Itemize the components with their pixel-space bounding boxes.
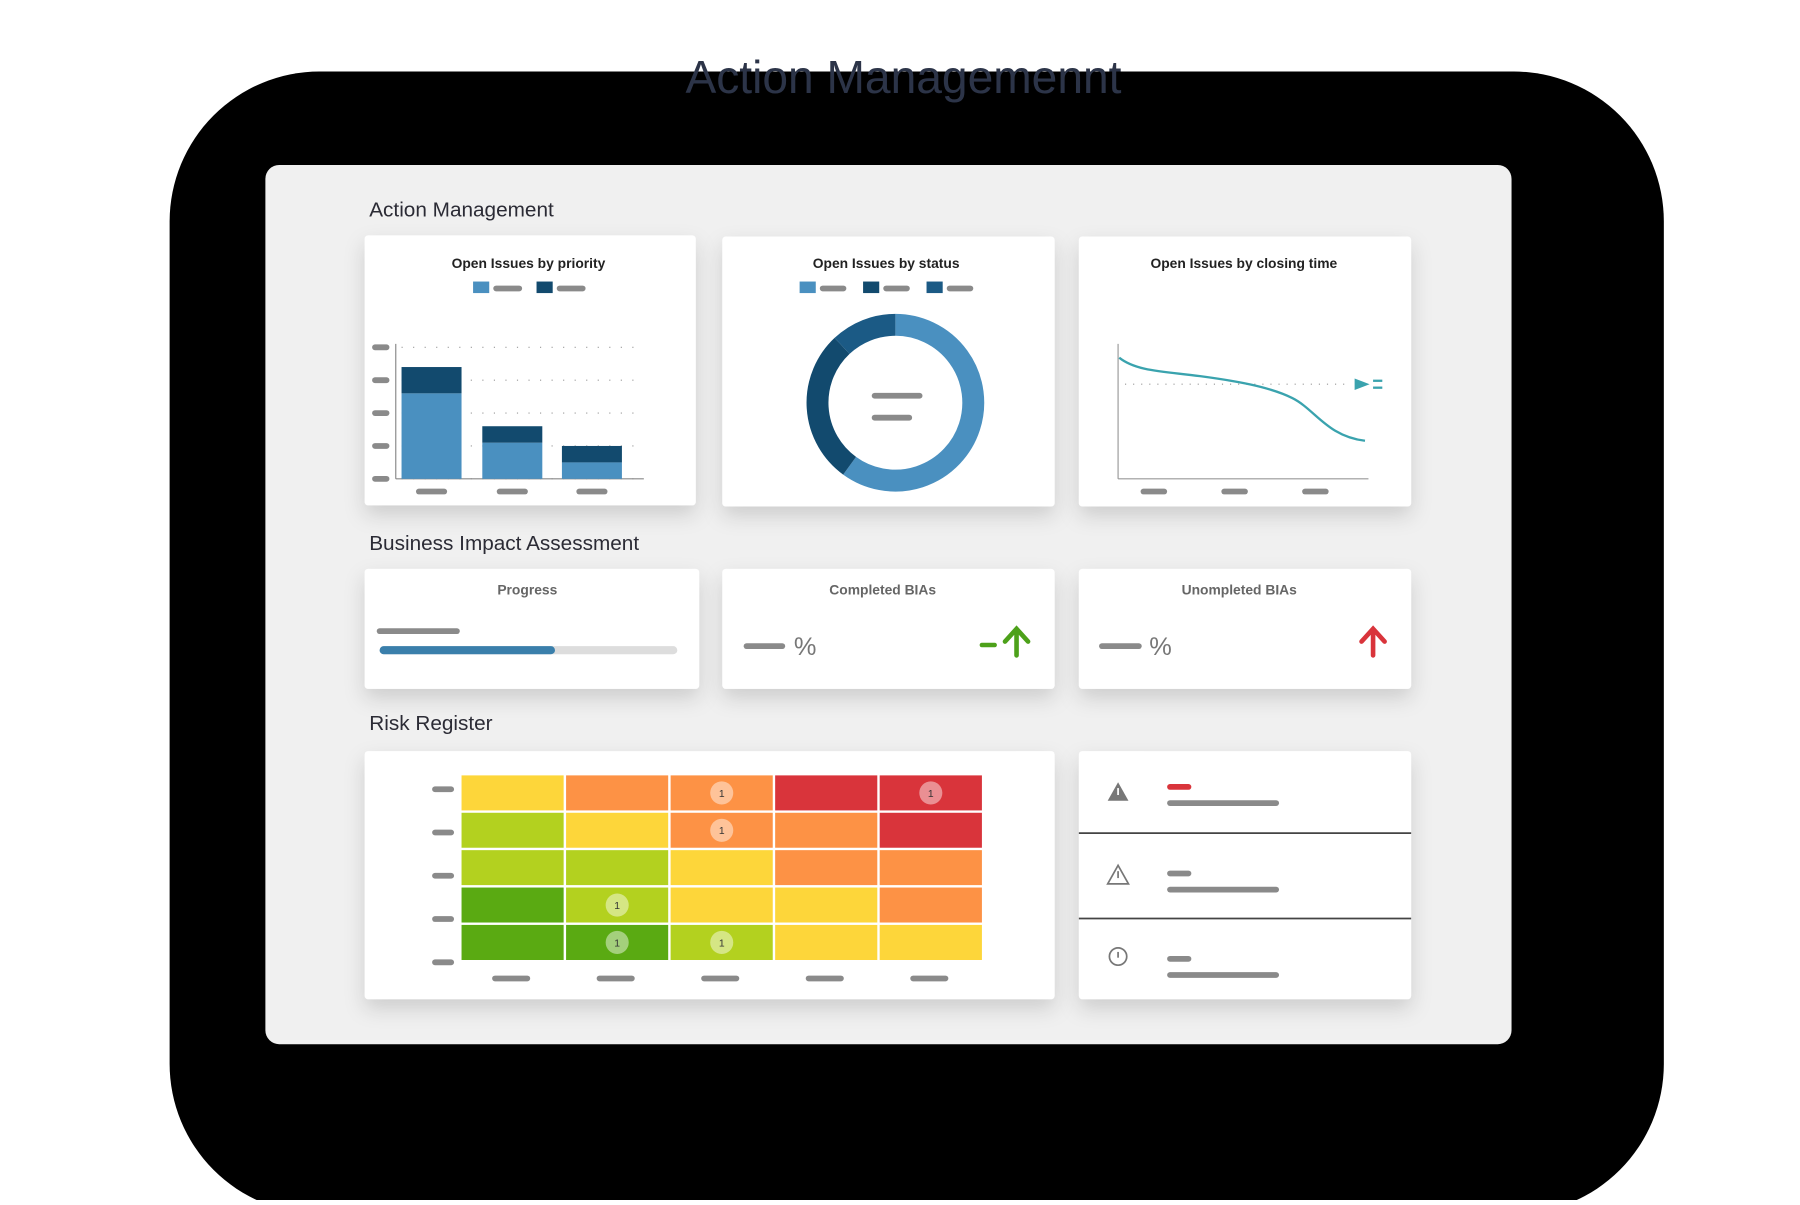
unit: % [794, 633, 817, 661]
heat-cell [877, 847, 985, 888]
card [722, 568, 1055, 689]
count-badge [605, 893, 629, 917]
heat-cell [459, 885, 567, 925]
heat-cell [668, 922, 776, 963]
card [1078, 751, 1412, 1000]
heat-cell [772, 922, 880, 963]
count-label: 1 [614, 901, 620, 912]
heat-cell [459, 922, 567, 963]
count-label: 1 [928, 789, 934, 800]
heat-cell [877, 810, 985, 851]
heat-cell [772, 847, 880, 888]
section-title: Business Impact Assessment [369, 532, 639, 555]
page-title: Action Managemennt [685, 51, 1121, 103]
card-title: Unompleted BIAs [1182, 581, 1298, 597]
heat-cell [877, 885, 985, 925]
legend-swatch [536, 281, 553, 294]
heat-cell [772, 773, 880, 813]
heat-cell [563, 922, 671, 963]
count-badge [605, 930, 629, 954]
heat-cell [668, 885, 776, 925]
heat-cell [459, 847, 567, 888]
heat-cell [563, 773, 671, 813]
legend-swatch [863, 281, 880, 294]
heat-cell [877, 922, 985, 963]
heat-cell [459, 773, 567, 813]
count-badge [919, 781, 943, 805]
bar [401, 393, 462, 479]
count-label: 1 [719, 826, 725, 837]
bar [561, 462, 622, 479]
placeholders [376, 343, 1412, 978]
heat-cell [563, 847, 671, 888]
donut-segment [806, 337, 857, 475]
section-title: Risk Register [369, 712, 492, 735]
donut-segment [843, 313, 985, 492]
bar [482, 442, 543, 479]
card-title: Completed BIAs [829, 581, 936, 597]
heat-cell [668, 773, 776, 813]
count-badge [710, 930, 734, 954]
card-title: Open Issues by closing time [1150, 255, 1337, 271]
heat-cell [772, 810, 880, 851]
legend-swatch [473, 281, 490, 294]
card-title: Open Issues by status [813, 255, 960, 271]
count-badge [710, 781, 734, 805]
card [1078, 236, 1412, 507]
card [1078, 568, 1412, 689]
heat-cell [668, 847, 776, 888]
donut-segment [834, 313, 896, 355]
count-badge [710, 818, 734, 842]
heat-cell [877, 773, 985, 813]
section-title: Action Management [369, 199, 554, 222]
heat-cell [459, 810, 567, 851]
heat-cell [772, 885, 880, 925]
legend-swatch [799, 281, 816, 294]
count-label: 1 [614, 938, 620, 949]
heat-cell [563, 810, 671, 851]
count-label: 1 [719, 789, 725, 800]
bar [482, 426, 543, 443]
bar [561, 445, 622, 463]
bar [401, 367, 462, 394]
unit: % [1149, 633, 1172, 661]
legend-swatch [926, 281, 943, 294]
count-label: 1 [719, 938, 725, 949]
card [364, 568, 700, 689]
heat-cell [668, 810, 776, 851]
card [722, 236, 1055, 507]
card-title: Progress [497, 581, 557, 597]
card-title: Open Issues by priority [452, 255, 606, 271]
